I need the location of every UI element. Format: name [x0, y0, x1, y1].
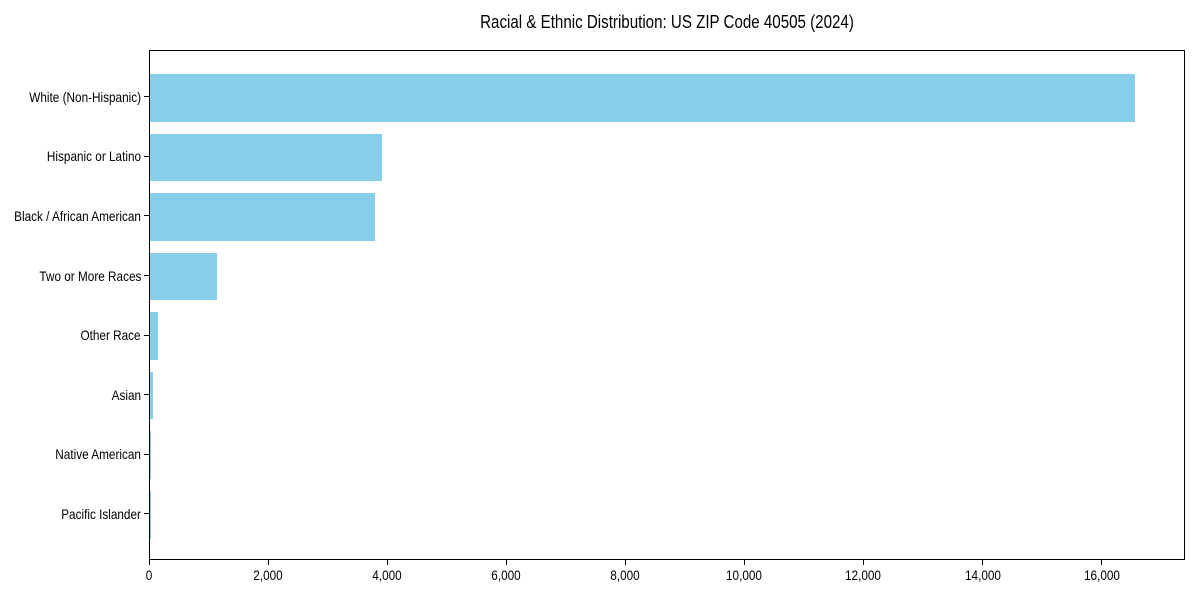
x-tick-mark	[148, 560, 150, 565]
x-tick-label: 12,000	[845, 567, 882, 583]
y-tick-mark	[144, 96, 149, 98]
x-tick-label: 16,000	[1083, 567, 1120, 583]
x-tick-mark	[1101, 560, 1103, 565]
x-tick-label: 0	[145, 567, 153, 583]
y-tick-label: Two or More Races	[39, 267, 141, 284]
plot-area	[149, 50, 1185, 560]
x-tick-mark	[624, 560, 626, 565]
y-tick-label: White (Non-Hispanic)	[29, 88, 141, 105]
bar-white-non-hispanic	[150, 74, 1135, 122]
x-tick-mark	[743, 560, 745, 565]
x-tick-mark	[505, 560, 507, 565]
y-tick-label: Native American	[55, 446, 141, 463]
y-tick-mark	[144, 215, 149, 217]
x-tick-label: 8,000	[610, 567, 641, 583]
x-tick-label: 10,000	[726, 567, 763, 583]
bar-native-american	[150, 431, 152, 479]
y-tick-mark	[144, 275, 149, 276]
y-tick-mark	[144, 513, 149, 515]
y-tick-label: Asian	[111, 386, 141, 403]
x-tick-mark	[862, 560, 864, 565]
bar-black-african-american	[150, 193, 375, 241]
chart-title: Racial & Ethnic Distribution: US ZIP Cod…	[480, 12, 854, 32]
x-tick-mark	[267, 560, 269, 565]
bar-two-or-more-races	[150, 252, 217, 301]
y-tick-label: Pacific Islander	[61, 505, 141, 522]
x-tick-label: 4,000	[372, 567, 402, 583]
x-tick-mark	[982, 560, 984, 565]
bar-other-race	[150, 312, 159, 360]
bar-hispanic-or-latino	[150, 133, 383, 182]
x-tick-label: 2,000	[253, 567, 283, 583]
y-tick-label: Hispanic or Latino	[46, 148, 141, 165]
y-tick-mark	[144, 334, 149, 336]
y-tick-label: Other Race	[80, 327, 141, 344]
y-tick-mark	[144, 453, 149, 455]
y-tick-mark	[144, 394, 149, 396]
x-tick-mark	[386, 560, 388, 565]
bar-asian	[150, 371, 154, 420]
y-tick-label: Black / African American	[14, 207, 141, 224]
x-tick-label: 6,000	[491, 567, 521, 583]
x-tick-label: 14,000	[964, 567, 1001, 583]
y-tick-mark	[144, 155, 149, 157]
